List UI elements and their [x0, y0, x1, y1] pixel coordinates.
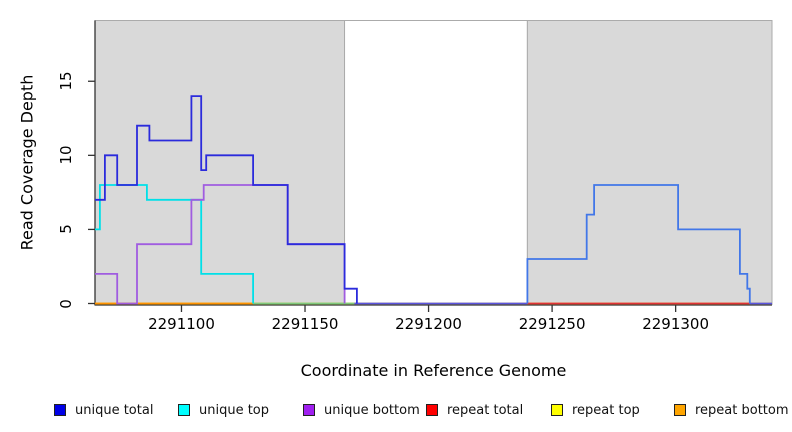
y-tick-label: 10 [57, 145, 75, 165]
legend-item-unique-top: unique top [178, 401, 269, 419]
legend-item-label: unique total [75, 402, 154, 418]
unique-top-swatch-icon [178, 404, 190, 416]
x-tick-label: 2291250 [518, 315, 586, 333]
series-line-unique-total-unique-top-right-region- [526, 184, 751, 304]
repeat-total-swatch-icon [426, 404, 438, 416]
y-tick-label: 0 [57, 298, 75, 309]
y-axis-label: Read Coverage Depth [17, 74, 37, 251]
repeat-top-swatch-icon [551, 404, 563, 416]
y-tick-label: 15 [57, 71, 75, 91]
legend-item-label: repeat bottom [695, 402, 789, 418]
legend-item-unique-bottom: unique bottom [303, 401, 420, 419]
legend-item-repeat-top: repeat top [551, 401, 640, 419]
middle-white-region [344, 20, 528, 305]
x-tick-label: 2291100 [148, 315, 215, 333]
legend-item-repeat-total: repeat total [426, 401, 523, 419]
x-tick-label: 2291150 [271, 315, 339, 333]
left-gray-region [94, 20, 346, 305]
repeat-bottom-swatch-icon [674, 404, 686, 416]
legend-item-repeat-bottom: repeat bottom [674, 401, 789, 419]
legend-item-label: repeat total [447, 402, 524, 418]
series-line-unique-top [95, 184, 255, 304]
x-tick-label: 2291300 [642, 315, 710, 333]
x-axis-label: Coordinate in Reference Genome [300, 361, 567, 380]
unique-bottom-swatch-icon [303, 404, 315, 416]
legend-item-label: unique bottom [324, 402, 420, 418]
legend: unique total unique top unique bottom re… [0, 398, 792, 424]
x-tick-label: 2291200 [395, 315, 462, 333]
legend-item-label: unique top [199, 402, 270, 418]
legend-item-label: repeat top [572, 402, 640, 418]
unique-total-swatch-icon [54, 404, 66, 416]
legend-item-unique-total: unique total [54, 401, 153, 419]
right-gray-region [526, 20, 773, 305]
y-tick-label: 5 [57, 224, 75, 235]
series-line-unique-total [95, 95, 358, 304]
